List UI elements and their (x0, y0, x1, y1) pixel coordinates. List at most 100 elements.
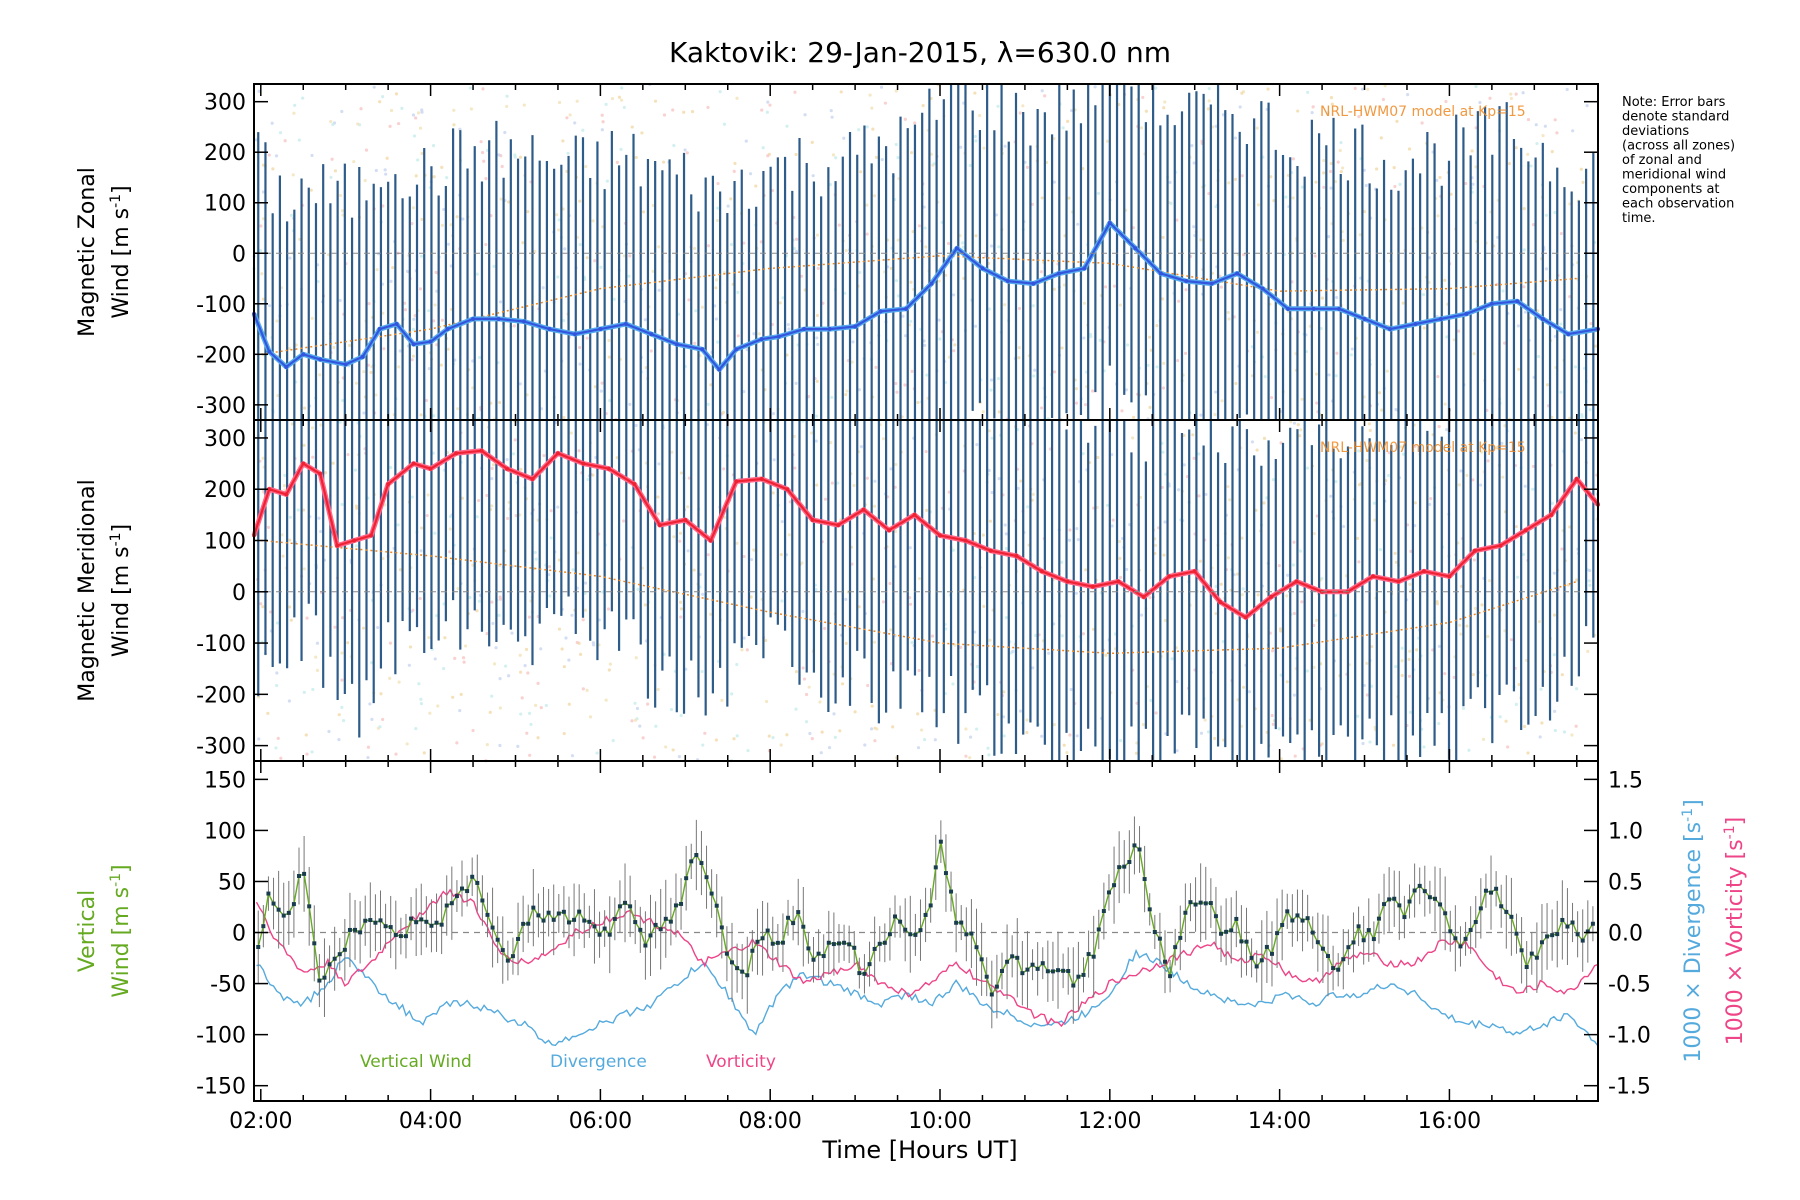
background-point (1521, 552, 1526, 557)
background-point (1214, 611, 1218, 616)
background-point (1068, 528, 1072, 532)
wind-point (1337, 306, 1342, 311)
background-point (1552, 613, 1557, 617)
vertical-wind-point (597, 932, 602, 937)
background-point (1176, 488, 1181, 492)
background-point (533, 550, 537, 555)
vertical-wind-point (1514, 931, 1519, 936)
background-point (382, 347, 386, 351)
background-point (923, 226, 927, 230)
background-point (1481, 737, 1486, 741)
background-point (1149, 698, 1153, 703)
background-point (799, 274, 804, 278)
background-point (746, 748, 750, 753)
background-point (1293, 754, 1297, 758)
background-point (880, 158, 884, 162)
background-point (1240, 174, 1244, 178)
background-point (288, 538, 292, 542)
background-point (1480, 603, 1484, 607)
vertical-wind-point (317, 978, 322, 983)
vertical-wind-point (1590, 921, 1595, 926)
background-point (1472, 352, 1476, 356)
background-point (1314, 180, 1318, 184)
background-point (337, 738, 341, 742)
background-point (1262, 436, 1267, 440)
background-point (735, 662, 739, 667)
background-point (1291, 157, 1295, 161)
background-point (1240, 536, 1244, 540)
background-point (925, 373, 929, 377)
background-point (894, 462, 898, 467)
background-point (477, 498, 481, 503)
vertical-wind-point (1030, 962, 1035, 967)
wind-point (1294, 579, 1299, 584)
vertical-wind-point (1499, 904, 1504, 909)
background-point (868, 93, 872, 97)
background-point (1391, 743, 1396, 747)
wind-point (267, 487, 272, 492)
y-tick-label: 300 (204, 91, 246, 116)
background-point (468, 86, 473, 90)
background-point (749, 557, 754, 562)
background-point (1298, 434, 1302, 438)
background-point (261, 456, 265, 460)
divergence-axis-label: 1000 × Divergence [s-1] (1680, 799, 1706, 1062)
vertical-wind-point (617, 904, 622, 909)
background-point (701, 592, 705, 596)
vertical-wind-point (531, 905, 536, 910)
background-point (1356, 536, 1360, 540)
background-point (1271, 722, 1275, 726)
wind-point (454, 451, 459, 456)
background-point (693, 341, 697, 345)
vertical-wind-point (1259, 958, 1264, 963)
background-point (1473, 606, 1477, 611)
wind-point (674, 342, 679, 347)
background-point (815, 336, 819, 340)
background-point (1207, 99, 1211, 103)
background-point (567, 658, 571, 662)
background-point (831, 153, 836, 157)
background-point (844, 597, 848, 601)
background-point (1356, 714, 1360, 718)
wind-point (683, 517, 688, 522)
background-point (446, 347, 450, 351)
vertical-wind-point (653, 922, 658, 927)
background-point (923, 343, 927, 347)
background-point (557, 558, 561, 562)
background-point (804, 720, 809, 724)
background-point (894, 142, 898, 147)
background-point (1096, 191, 1101, 195)
background-point (261, 297, 266, 301)
background-point (1470, 149, 1474, 153)
background-point (593, 259, 597, 263)
background-point (1240, 91, 1244, 95)
background-point (1271, 477, 1275, 482)
background-point (556, 505, 560, 509)
vertical-wind-point (663, 916, 668, 921)
background-point (1076, 222, 1080, 226)
background-point (310, 316, 314, 320)
background-point (700, 305, 705, 309)
background-point (924, 449, 928, 454)
background-point (964, 754, 968, 758)
background-point (636, 587, 640, 592)
background-point (987, 468, 991, 473)
background-point (1402, 452, 1406, 456)
y-tick-label: 100 (204, 819, 246, 844)
vertical-wind-point (490, 925, 495, 930)
vertical-wind-point (1336, 967, 1341, 972)
background-point (1467, 748, 1471, 752)
background-point (1393, 551, 1397, 556)
vertical-wind-point (780, 940, 785, 945)
vertical-wind-point (689, 859, 694, 864)
background-point (396, 121, 401, 126)
wind-point (708, 538, 713, 543)
y-axis-label: Magnetic Meridional (75, 479, 100, 701)
background-point (735, 541, 739, 545)
background-point (416, 158, 420, 162)
background-point (452, 123, 456, 127)
model-annotation: NRL-HWM07 model at Kp=15 (1320, 440, 1526, 456)
background-point (656, 687, 660, 692)
background-point (661, 160, 666, 164)
background-point (1003, 144, 1007, 148)
